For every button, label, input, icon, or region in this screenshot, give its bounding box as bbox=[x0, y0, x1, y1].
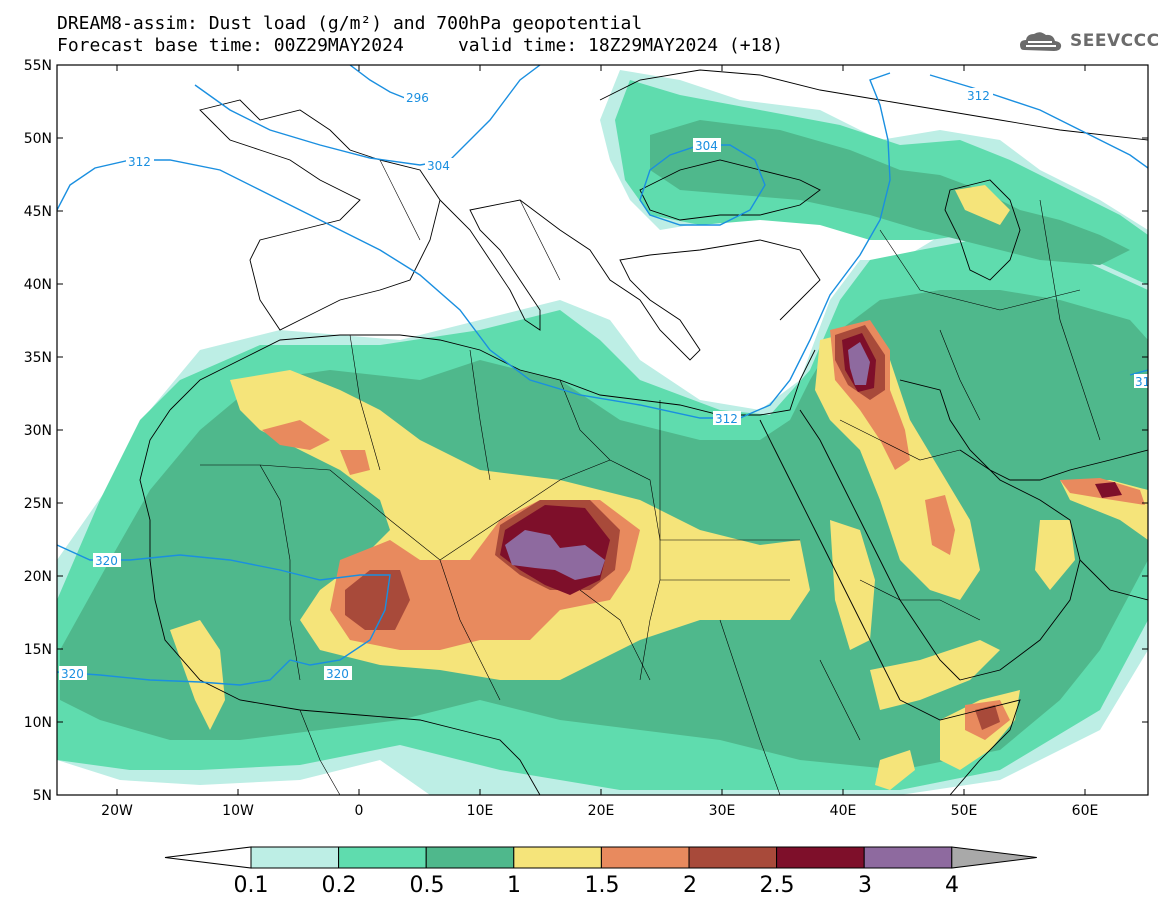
country-borders bbox=[200, 159, 1101, 795]
lat-label: 55N bbox=[24, 58, 52, 74]
map-area: 312 296 304 304 312 312 312 320 320 320 bbox=[57, 65, 1158, 795]
colorbar-labels: 0.1 0.2 0.5 1 1.5 2 2.5 3 4 bbox=[234, 873, 960, 898]
colorbar-label: 1.5 bbox=[585, 873, 620, 898]
colorbar-label: 0.2 bbox=[322, 873, 357, 898]
dust-level-1-redsea bbox=[830, 520, 875, 650]
colorbar-segment bbox=[513, 846, 602, 869]
lon-label: 20W bbox=[101, 803, 133, 819]
dust-level-0.5-north bbox=[650, 120, 1130, 265]
lat-label: 20N bbox=[24, 569, 52, 585]
colorbar-label: 0.5 bbox=[410, 873, 445, 898]
lat-label: 50N bbox=[24, 131, 52, 147]
lon-label: 50E bbox=[951, 803, 978, 819]
dust-level-2-somalia bbox=[975, 705, 1000, 730]
colorbar-label: 0.1 bbox=[234, 873, 269, 898]
cloud-logo-icon bbox=[1020, 32, 1062, 51]
colorbar-segment bbox=[600, 846, 690, 869]
colorbar-label: 1 bbox=[507, 873, 521, 898]
contour-label: 320 bbox=[95, 554, 118, 568]
lat-label: 5N bbox=[33, 788, 52, 804]
colorbar-label: 4 bbox=[945, 873, 959, 898]
contour-label: 320 bbox=[326, 667, 349, 681]
colorbar bbox=[164, 846, 1037, 869]
lon-label: 10E bbox=[467, 803, 494, 819]
lon-label: 20E bbox=[588, 803, 615, 819]
lat-label: 40N bbox=[24, 277, 52, 293]
longitude-labels: 20W 10W 0 10E 20E 30E 40E 50E 60E bbox=[101, 803, 1098, 819]
contour-label: 296 bbox=[406, 91, 429, 105]
dust-level-1.5-tunisia bbox=[262, 420, 330, 450]
dust-level-1-yemen bbox=[870, 640, 1000, 710]
lat-label: 10N bbox=[24, 715, 52, 731]
lon-label: 10W bbox=[222, 803, 254, 819]
latitude-labels: 55N 50N 45N 40N 35N 30N 25N 20N 15N 10N … bbox=[24, 58, 52, 804]
colorbar-segment bbox=[425, 846, 515, 869]
dust-level-2.5-arabian-sea bbox=[1095, 482, 1122, 498]
dust-level-1-oman bbox=[1035, 520, 1075, 590]
contour-label: 312 bbox=[128, 155, 151, 169]
colorbar-min-arrow bbox=[164, 846, 252, 869]
dust-level-2 bbox=[345, 570, 410, 630]
lon-label: 60E bbox=[1072, 803, 1099, 819]
dust-level-1-westafrica bbox=[170, 620, 225, 730]
dust-level-1-horn bbox=[875, 750, 915, 790]
contour-label: 312 bbox=[967, 89, 990, 103]
colorbar-label: 3 bbox=[858, 873, 872, 898]
dust-level-3 bbox=[505, 530, 605, 580]
logo-text: SEEVCCC bbox=[1070, 31, 1160, 51]
lat-label: 15N bbox=[24, 642, 52, 658]
dust-level-3-iraq bbox=[848, 342, 870, 385]
map-subtitle: Forecast base time: 00Z29MAY2024 valid t… bbox=[57, 35, 784, 56]
axis-ticks bbox=[57, 64, 1148, 796]
lon-label: 40E bbox=[830, 803, 857, 819]
lon-label: 0 bbox=[355, 803, 364, 819]
colorbar-segment bbox=[338, 846, 427, 869]
map-title: DREAM8-assim: Dust load (g/m²) and 700hP… bbox=[57, 13, 643, 34]
coastlines bbox=[139, 69, 1148, 795]
contour-label: 312 bbox=[1135, 375, 1158, 389]
lat-label: 25N bbox=[24, 496, 52, 512]
lon-label: 30E bbox=[709, 803, 736, 819]
colorbar-segment bbox=[250, 846, 340, 869]
contour-label: 320 bbox=[61, 667, 84, 681]
dust-level-1.5-algeria bbox=[340, 450, 370, 475]
dust-level-1-caspian bbox=[955, 185, 1010, 225]
colorbar-max-arrow bbox=[951, 846, 1037, 869]
colorbar-segment bbox=[863, 846, 953, 869]
lat-label: 45N bbox=[24, 204, 52, 220]
colorbar-segment bbox=[688, 846, 778, 869]
lat-label: 30N bbox=[24, 423, 52, 439]
contour-label: 304 bbox=[427, 159, 450, 173]
colorbar-segment bbox=[776, 846, 865, 869]
dust-level-1.5-saudi bbox=[925, 495, 955, 555]
contour-label: 312 bbox=[715, 412, 738, 426]
lat-label: 35N bbox=[24, 350, 52, 366]
colorbar-label: 2.5 bbox=[760, 873, 795, 898]
colorbar-label: 2 bbox=[683, 873, 697, 898]
contour-labels: 312 296 304 304 312 312 312 320 320 320 bbox=[59, 88, 1158, 681]
contour-label: 304 bbox=[695, 139, 718, 153]
